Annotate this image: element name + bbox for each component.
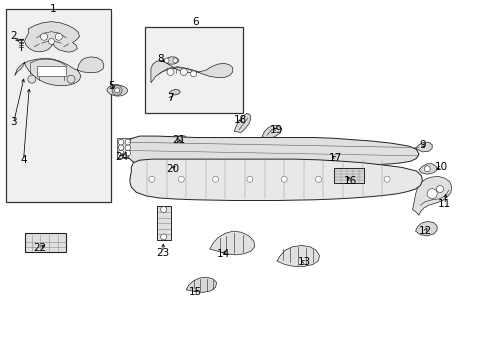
Circle shape [118, 150, 124, 156]
Circle shape [191, 71, 196, 77]
Polygon shape [234, 113, 251, 132]
Polygon shape [416, 142, 432, 152]
Text: 11: 11 [438, 199, 452, 210]
Polygon shape [15, 57, 104, 86]
Circle shape [167, 68, 174, 76]
Polygon shape [277, 246, 319, 266]
Circle shape [384, 176, 390, 182]
Circle shape [247, 176, 253, 182]
Polygon shape [170, 154, 181, 168]
Circle shape [67, 75, 75, 83]
Text: 23: 23 [156, 248, 170, 258]
Circle shape [161, 207, 167, 212]
Text: 13: 13 [298, 257, 312, 267]
Circle shape [112, 85, 122, 95]
Circle shape [437, 185, 443, 193]
Polygon shape [127, 136, 419, 167]
Text: 16: 16 [343, 176, 357, 186]
Bar [6, 9, 111, 202]
Circle shape [118, 139, 124, 145]
Text: 3: 3 [10, 117, 17, 127]
Circle shape [424, 166, 430, 172]
Text: 24: 24 [115, 152, 128, 162]
Circle shape [350, 176, 356, 182]
Circle shape [177, 136, 183, 142]
Polygon shape [413, 176, 452, 215]
Bar [157, 206, 171, 240]
Polygon shape [164, 57, 179, 64]
Text: 17: 17 [329, 153, 343, 163]
Circle shape [28, 75, 36, 83]
Circle shape [149, 176, 155, 182]
Bar [145, 27, 243, 113]
Polygon shape [419, 164, 437, 174]
Polygon shape [210, 231, 255, 255]
Text: 8: 8 [157, 54, 164, 64]
Polygon shape [304, 152, 357, 163]
Bar [24, 233, 66, 252]
Circle shape [164, 58, 169, 63]
Circle shape [427, 189, 437, 199]
Text: 9: 9 [419, 140, 426, 150]
Bar [334, 168, 364, 183]
Text: 4: 4 [20, 155, 27, 165]
Circle shape [178, 176, 184, 182]
Polygon shape [262, 125, 282, 139]
Text: 10: 10 [435, 162, 447, 172]
Bar [37, 66, 66, 76]
Polygon shape [117, 138, 132, 158]
Circle shape [173, 58, 178, 63]
Text: 18: 18 [233, 114, 247, 125]
Circle shape [213, 176, 219, 182]
Polygon shape [107, 85, 127, 96]
Circle shape [125, 139, 131, 145]
Polygon shape [172, 135, 187, 143]
Text: 7: 7 [167, 93, 174, 103]
Text: 2: 2 [10, 31, 17, 41]
Text: 12: 12 [418, 226, 432, 236]
Text: 15: 15 [188, 287, 202, 297]
Circle shape [118, 145, 124, 150]
Polygon shape [24, 22, 79, 52]
Text: 14: 14 [216, 249, 230, 259]
Circle shape [316, 176, 321, 182]
Polygon shape [186, 277, 217, 292]
Circle shape [115, 88, 120, 93]
Circle shape [55, 33, 62, 40]
Circle shape [49, 39, 54, 44]
Circle shape [125, 150, 131, 156]
Text: 22: 22 [33, 243, 47, 253]
Circle shape [180, 68, 187, 76]
Circle shape [281, 176, 287, 182]
Polygon shape [416, 221, 437, 236]
Text: 19: 19 [270, 125, 284, 135]
Polygon shape [169, 89, 180, 95]
Text: 1: 1 [49, 4, 56, 14]
Circle shape [161, 234, 167, 240]
Polygon shape [151, 60, 233, 83]
Polygon shape [130, 159, 422, 201]
Text: 21: 21 [172, 135, 186, 145]
Circle shape [41, 33, 48, 40]
Text: 5: 5 [108, 81, 115, 91]
Circle shape [125, 145, 131, 150]
Text: 20: 20 [166, 164, 179, 174]
Text: 6: 6 [193, 17, 199, 27]
